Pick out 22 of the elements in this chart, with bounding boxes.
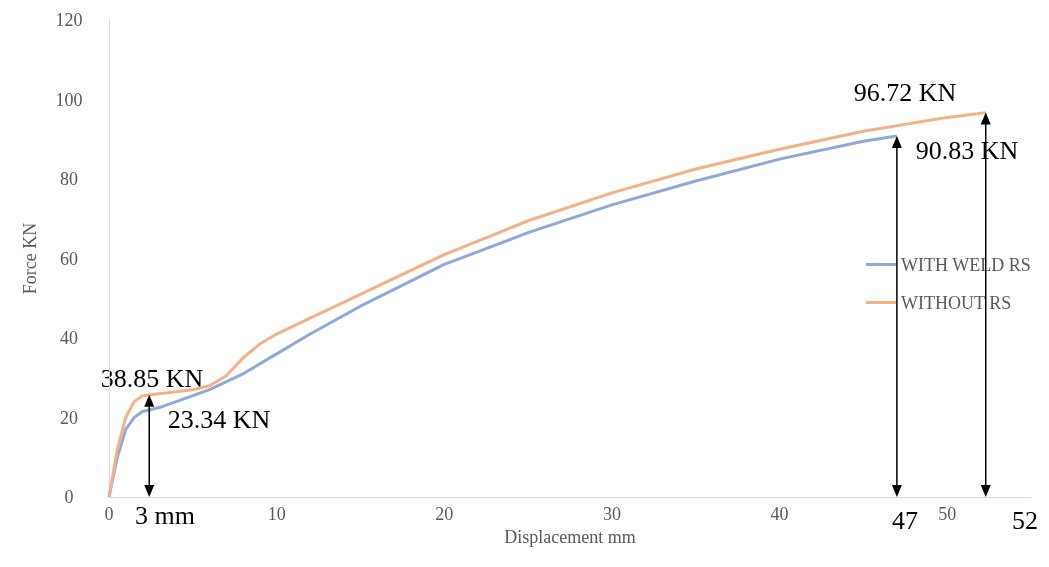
x-tick-label: 40	[770, 504, 789, 524]
y-tick-label: 20	[60, 407, 78, 428]
y-tick-label: 80	[60, 169, 78, 189]
y-tick-label: 40	[60, 328, 78, 348]
x-tick-label: 0	[104, 504, 114, 524]
annotation: 38.85 KN	[100, 363, 204, 393]
x-tick-label: 30	[602, 504, 621, 524]
annotation: 96.72 KN	[853, 77, 957, 107]
y-tick-label: 0	[64, 487, 74, 507]
legend-label: WITHOUT RS	[901, 292, 1012, 313]
annotation: 52	[1012, 505, 1038, 535]
annotation: 3 mm	[135, 500, 195, 530]
x-tick-label: 10	[267, 504, 286, 524]
x-tick-label: 20	[435, 504, 454, 524]
annotation: 47	[892, 505, 918, 535]
y-tick-label: 120	[55, 10, 83, 30]
y-tick-label: 60	[60, 248, 78, 269]
x-axis-title: Displacement mm	[504, 526, 636, 547]
y-axis-title: Force KN	[20, 222, 40, 295]
y-tick-label: 100	[55, 89, 83, 110]
annotation: 23.34 KN	[167, 404, 271, 434]
x-tick-label: 50	[938, 504, 957, 524]
